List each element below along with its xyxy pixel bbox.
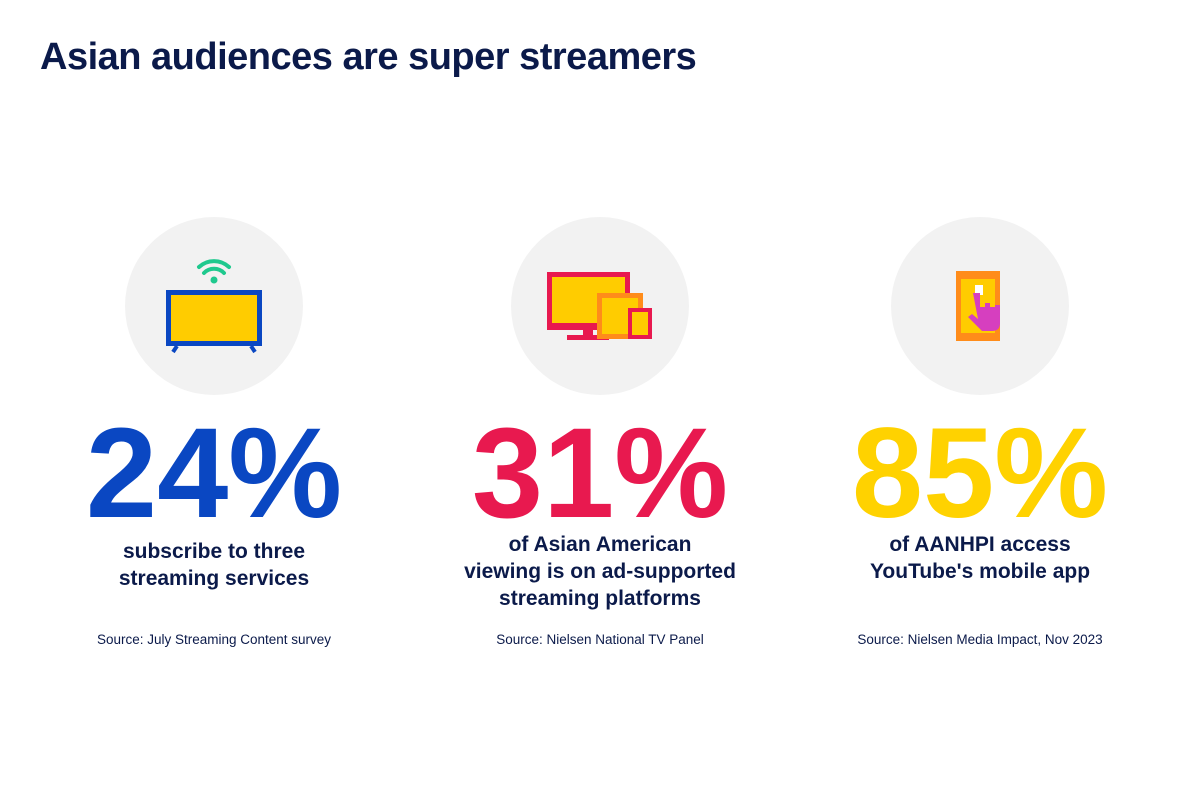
stat-value: 31% [471, 402, 729, 545]
phone-icon [891, 217, 1069, 395]
devices-icon [511, 217, 689, 395]
stat-source: Source: Nielsen National TV Panel [496, 632, 704, 647]
description-line: viewing is on ad-supported [464, 560, 736, 583]
stat-description: subscribe to three streaming services [24, 538, 404, 592]
stat-description: of Asian American viewing is on ad-suppo… [410, 531, 790, 612]
stat-column: 85% of AANHPI access YouTube's mobile ap… [790, 0, 1170, 792]
stat-description: of AANHPI access YouTube's mobile app [790, 531, 1170, 585]
tv-icon [125, 217, 303, 395]
description-line: streaming platforms [499, 587, 701, 610]
stat-column: 24% subscribe to three streaming service… [24, 0, 404, 792]
description-line: of AANHPI access [889, 533, 1071, 556]
stat-value: 24% [85, 402, 343, 545]
stat-column: 31% of Asian American viewing is on ad-s… [410, 0, 790, 792]
stat-value: 85% [851, 402, 1109, 545]
stat-source: Source: Nielsen Media Impact, Nov 2023 [857, 632, 1103, 647]
stat-source: Source: July Streaming Content survey [96, 632, 332, 647]
description-line: subscribe to three [122, 540, 306, 563]
description-line: streaming services [118, 567, 310, 590]
description-line: of Asian American [508, 533, 692, 556]
title: Asian audiences are super streamers [40, 36, 697, 78]
description-line: YouTube's mobile app [869, 560, 1091, 583]
